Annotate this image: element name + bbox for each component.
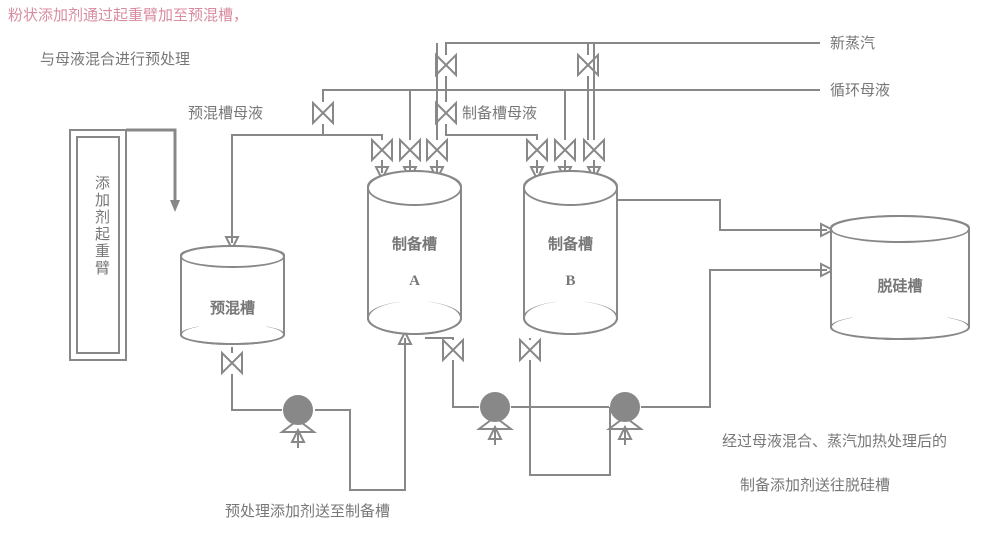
prep-b-sub: B <box>565 273 575 289</box>
prep-liquor-label: 制备槽母液 <box>462 104 537 125</box>
premix-tank: 预混槽 <box>180 245 285 345</box>
caption-bottom-left: 预处理添加剂送至制备槽 <box>225 502 390 523</box>
prep-b-label: 制备槽 <box>548 237 593 253</box>
caption-br-1: 经过母液混合、蒸汽加热处理后的 <box>722 432 947 453</box>
desil-label: 脱硅槽 <box>877 279 922 295</box>
caption-br-2: 制备添加剂送往脱硅槽 <box>740 476 890 497</box>
caption-sub-left: 与母液混合进行预处理 <box>40 50 190 71</box>
premix-liquor-label: 预混槽母液 <box>188 104 263 125</box>
fresh-steam-label: 新蒸汽 <box>830 34 875 55</box>
crane-label: 添加剂起重臂 <box>90 175 111 277</box>
caption-top-left: 粉状添加剂通过起重臂加至预混槽， <box>8 6 248 27</box>
recycle-label: 循环母液 <box>830 81 890 102</box>
premix-label: 预混槽 <box>210 301 255 317</box>
prep-a-sub: A <box>409 273 420 289</box>
prep-tank-a: 制备槽 A <box>367 170 462 335</box>
prep-a-label: 制备槽 <box>392 237 437 253</box>
prep-tank-b: 制备槽 B <box>523 170 618 335</box>
desil-tank: 脱硅槽 <box>830 215 970 340</box>
